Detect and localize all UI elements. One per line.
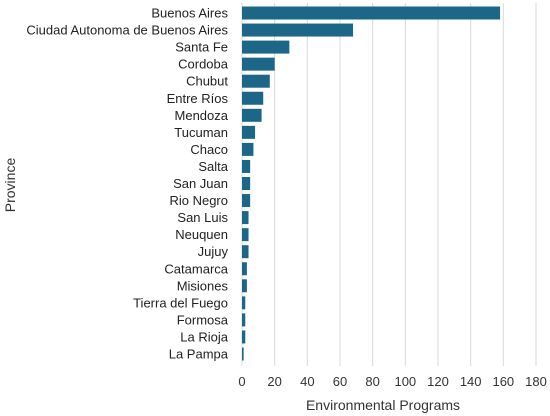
bar [242, 347, 244, 361]
category-label: Buenos Aires [151, 6, 228, 21]
bar [242, 296, 246, 310]
category-label: Neuquen [175, 227, 228, 242]
x-tick-label: 40 [300, 374, 314, 389]
category-label: Chubut [186, 74, 228, 89]
category-label: Jujuy [198, 244, 229, 259]
bar [242, 57, 275, 71]
x-tick-label: 80 [365, 374, 379, 389]
bar [242, 211, 249, 225]
x-tick-label: 100 [394, 374, 416, 389]
category-label: Salta [198, 159, 228, 174]
x-tick-label: 160 [492, 374, 514, 389]
bar [242, 177, 251, 190]
bar [242, 142, 254, 156]
bar [242, 159, 251, 173]
category-label: Catamarca [164, 261, 228, 276]
category-label: San Juan [173, 176, 228, 191]
gridlines [241, 3, 537, 366]
x-tick-label: 60 [333, 374, 347, 389]
x-tick-label: 140 [460, 374, 482, 389]
x-tick-label: 20 [267, 374, 281, 389]
category-label: Tierra del Fuego [133, 295, 228, 310]
bar [242, 108, 262, 122]
bar [242, 279, 247, 293]
category-labels: Buenos Aires Ciudad Autonoma de Buenos Ai… [26, 6, 228, 362]
bar [242, 194, 251, 208]
bar [242, 74, 270, 88]
bar [242, 40, 290, 54]
category-label: Ciudad Autonoma de Buenos Aires [26, 23, 228, 38]
bar [242, 6, 501, 20]
category-label: Cordoba [178, 57, 229, 72]
x-axis-title: Environmental Programs [306, 397, 460, 413]
category-label: Tucuman [174, 125, 228, 140]
category-label: Chaco [190, 142, 228, 157]
category-label: Entre Ríos [167, 91, 229, 106]
category-label: Formosa [177, 312, 229, 327]
category-label: San Luis [177, 210, 228, 225]
bar [242, 262, 247, 276]
category-label: Mendoza [175, 108, 229, 123]
category-label: Rio Negro [169, 193, 228, 208]
x-tick-label: 0 [238, 374, 245, 389]
bar [242, 330, 246, 344]
bars [242, 6, 501, 361]
bar [242, 313, 246, 327]
category-label: Santa Fe [175, 40, 228, 55]
x-tick-label: 180 [525, 374, 547, 389]
bar [242, 23, 354, 37]
bar [242, 228, 249, 242]
x-tick-label: 120 [427, 374, 449, 389]
category-label: La Pampa [169, 347, 229, 362]
bar [242, 125, 256, 139]
bar [242, 91, 264, 105]
bar [242, 245, 249, 259]
y-axis-title: Province [2, 158, 18, 213]
category-label: La Rioja [180, 329, 228, 344]
x-tick-labels: 0 20 40 60 80 100 120 140 160 180 [238, 374, 546, 389]
category-label: Misiones [177, 278, 229, 293]
